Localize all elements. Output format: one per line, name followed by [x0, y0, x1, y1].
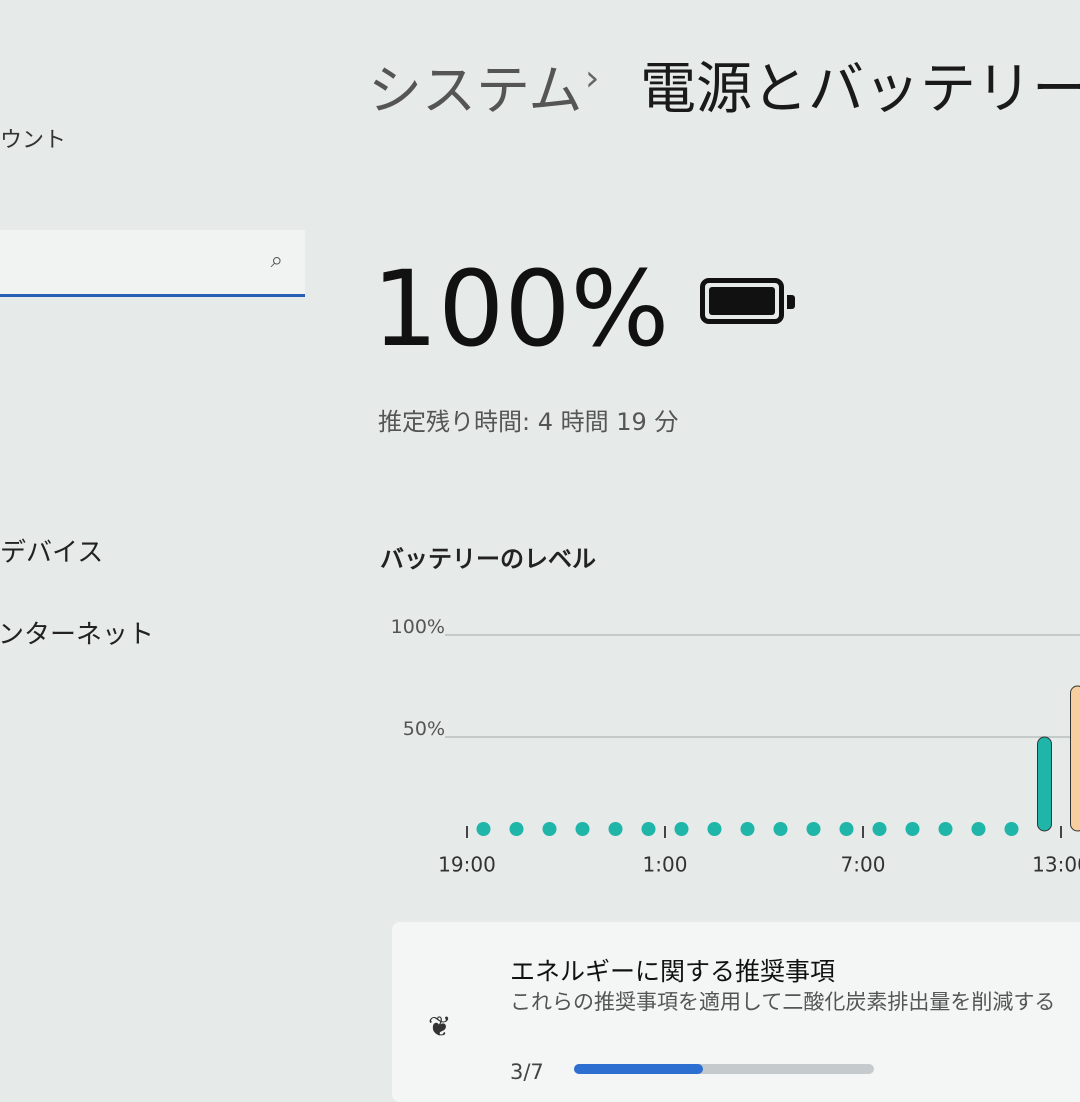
progress-track	[574, 1064, 874, 1074]
dot	[873, 822, 887, 836]
dot	[807, 822, 821, 836]
recommendation-description: これらの推奨事項を適用して二酸化炭素排出量を削減する	[510, 986, 1055, 1016]
dot	[708, 822, 722, 836]
dot	[609, 822, 623, 836]
x-tick-label: 13:00	[1032, 853, 1080, 877]
dot	[1005, 822, 1019, 836]
dot	[510, 822, 524, 836]
dot	[939, 822, 953, 836]
bar	[1071, 686, 1080, 831]
dot	[741, 822, 755, 836]
progress-fill	[574, 1064, 703, 1074]
x-tick-label: 7:00	[841, 853, 886, 877]
dot	[840, 822, 854, 836]
dot	[774, 822, 788, 836]
dot	[477, 822, 491, 836]
x-tick-label: 1:00	[643, 853, 688, 877]
dot	[972, 822, 986, 836]
x-tick-label: 19:00	[438, 853, 496, 877]
y-tick-label: 100%	[391, 616, 445, 638]
y-tick-label: 50%	[403, 718, 445, 740]
dot	[906, 822, 920, 836]
bar	[1038, 737, 1052, 831]
chart-title: バッテリーのレベル	[380, 545, 596, 573]
dot	[642, 822, 656, 836]
dot	[675, 822, 689, 836]
recommendation-card[interactable]: ❦ エネルギーに関する推奨事項 これらの推奨事項を適用して二酸化炭素排出量を削減…	[392, 922, 1080, 1102]
dot	[543, 822, 557, 836]
recommendation-title: エネルギーに関する推奨事項	[510, 952, 835, 988]
dot	[576, 822, 590, 836]
leaf-icon: ❦	[428, 1010, 451, 1043]
progress-label: 3/7	[510, 1060, 544, 1084]
